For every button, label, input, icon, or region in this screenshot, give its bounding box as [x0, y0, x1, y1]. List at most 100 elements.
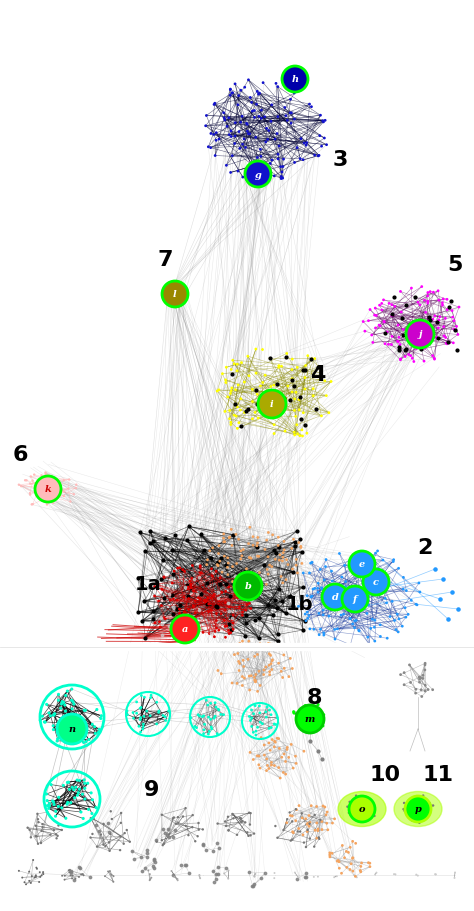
- Point: [70, 487, 78, 502]
- Point: [421, 800, 428, 814]
- Point: [247, 828, 255, 843]
- Point: [252, 343, 260, 357]
- Point: [47, 777, 55, 792]
- Point: [323, 816, 330, 831]
- Point: [319, 593, 327, 608]
- Point: [156, 619, 164, 634]
- Point: [213, 621, 220, 636]
- Point: [213, 600, 221, 615]
- Point: [315, 607, 323, 621]
- Point: [67, 868, 74, 883]
- Point: [173, 281, 180, 296]
- Point: [283, 347, 291, 362]
- Point: [217, 707, 225, 722]
- Point: [271, 734, 278, 749]
- Point: [323, 804, 331, 819]
- Point: [228, 611, 235, 626]
- Point: [81, 776, 89, 791]
- Point: [416, 672, 423, 687]
- Point: [204, 553, 211, 568]
- Point: [264, 550, 272, 565]
- Point: [85, 803, 92, 817]
- Point: [239, 569, 247, 584]
- Point: [155, 594, 163, 609]
- Point: [229, 527, 237, 542]
- Text: 10: 10: [369, 764, 401, 784]
- Point: [382, 326, 389, 341]
- Point: [268, 98, 275, 113]
- Point: [139, 717, 147, 732]
- Point: [343, 860, 351, 875]
- Point: [255, 631, 263, 646]
- Point: [229, 622, 237, 637]
- Point: [269, 528, 276, 543]
- Point: [45, 706, 53, 721]
- Point: [252, 724, 260, 739]
- Point: [65, 863, 73, 877]
- Point: [221, 814, 229, 829]
- Point: [442, 312, 449, 326]
- Point: [220, 549, 228, 564]
- Point: [158, 582, 166, 597]
- Point: [343, 590, 350, 605]
- Point: [146, 867, 154, 882]
- Point: [55, 693, 62, 708]
- Point: [451, 871, 458, 885]
- Point: [383, 325, 391, 340]
- Point: [365, 855, 372, 870]
- Point: [346, 863, 354, 877]
- Point: [75, 870, 83, 885]
- Ellipse shape: [394, 792, 442, 826]
- Point: [237, 356, 245, 371]
- Point: [64, 482, 72, 496]
- Point: [357, 794, 365, 809]
- Point: [310, 382, 317, 396]
- Point: [409, 352, 416, 366]
- Point: [324, 589, 332, 603]
- Point: [188, 571, 196, 586]
- Point: [251, 866, 259, 881]
- Point: [248, 711, 255, 725]
- Point: [260, 558, 268, 572]
- Point: [41, 715, 48, 730]
- Point: [193, 587, 201, 601]
- Point: [326, 850, 334, 865]
- Point: [178, 563, 186, 578]
- Point: [450, 314, 458, 329]
- Point: [211, 624, 219, 639]
- Point: [92, 801, 100, 815]
- Point: [31, 870, 38, 885]
- Point: [252, 675, 259, 690]
- Point: [420, 293, 428, 308]
- Point: [124, 708, 131, 722]
- Point: [238, 638, 246, 652]
- Point: [260, 663, 268, 678]
- Point: [251, 168, 259, 182]
- Point: [303, 589, 311, 603]
- Point: [46, 827, 54, 842]
- Point: [95, 722, 103, 737]
- Point: [360, 590, 368, 605]
- Point: [169, 868, 176, 883]
- Point: [313, 815, 320, 830]
- Point: [250, 826, 258, 841]
- Point: [228, 609, 235, 624]
- Point: [304, 721, 312, 735]
- Point: [390, 553, 397, 568]
- Point: [247, 580, 255, 595]
- Point: [220, 866, 228, 881]
- Point: [215, 594, 223, 609]
- Point: [442, 336, 450, 351]
- Point: [55, 790, 63, 804]
- Point: [274, 530, 282, 545]
- Point: [233, 364, 241, 379]
- Point: [73, 773, 81, 787]
- Point: [255, 566, 263, 580]
- Point: [187, 628, 194, 642]
- Point: [166, 589, 173, 603]
- Point: [210, 865, 217, 879]
- Point: [254, 684, 261, 699]
- Point: [43, 697, 50, 711]
- Point: [252, 366, 260, 381]
- Point: [442, 331, 449, 345]
